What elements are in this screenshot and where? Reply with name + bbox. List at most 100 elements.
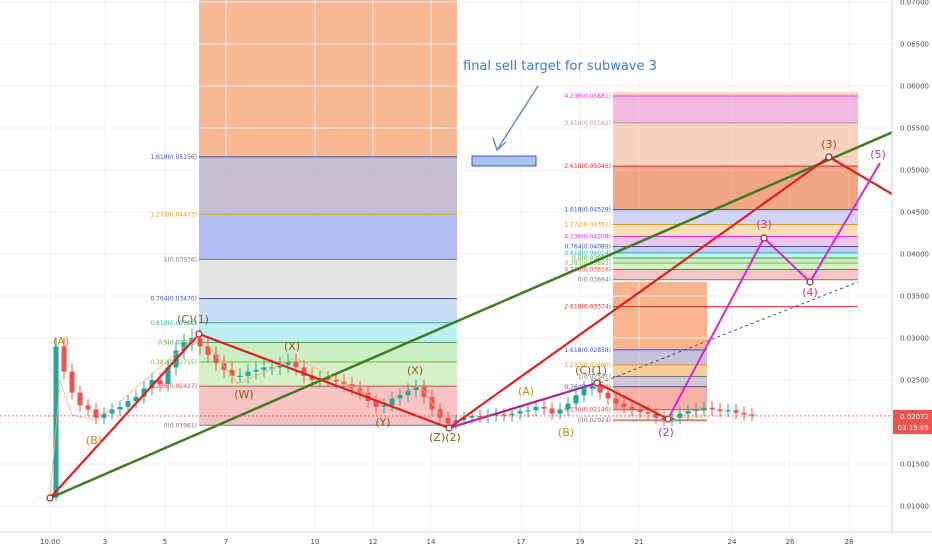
y-tick-label: 0.05500	[900, 125, 929, 133]
wave-label: (C)(1)	[575, 364, 607, 377]
x-tick-label: 14	[427, 538, 436, 546]
candle-body	[117, 406, 123, 410]
candle-body	[461, 417, 467, 421]
wave-label: (A)	[53, 335, 69, 348]
fib-level-label: 4.236(0.04208)	[564, 234, 611, 241]
candle-body	[581, 388, 587, 396]
x-tick-label: 12	[369, 538, 378, 546]
price-tag-countdown: 03:19:05	[898, 424, 929, 432]
candle-body	[389, 398, 395, 406]
fib-band	[613, 246, 858, 253]
candle-body	[277, 364, 283, 368]
projection-wave	[667, 162, 881, 420]
candle-body	[549, 408, 555, 414]
wave-label: (2)	[658, 426, 674, 439]
fib-level-label: 1.618(0.05156)	[150, 154, 197, 161]
y-tick-label: 0.02500	[900, 377, 929, 385]
wave-label: (W)	[234, 388, 253, 401]
x-tick-label: 19	[576, 538, 585, 546]
wave-pivot	[593, 379, 601, 387]
candle-body	[261, 367, 267, 370]
y-tick-label: 0.06500	[900, 41, 929, 49]
candle-body	[437, 409, 443, 418]
x-tick-label: 17	[517, 538, 526, 546]
candle-body	[717, 409, 723, 412]
x-tick-label: 3	[103, 538, 107, 546]
fib-band	[613, 236, 858, 247]
y-tick-label: 0.04500	[900, 209, 929, 217]
fib-band	[199, 322, 457, 343]
fib-band	[613, 209, 858, 225]
fib-band	[199, 156, 457, 215]
x-tick-label: 28	[845, 538, 854, 546]
candle-body	[229, 369, 235, 376]
minor-wave	[451, 382, 598, 428]
candle-body	[661, 417, 667, 421]
price-tag	[893, 409, 932, 434]
candle-body	[517, 411, 523, 414]
x-tick-label: 26	[786, 538, 795, 546]
candle-body	[69, 371, 75, 393]
candle-body	[589, 385, 595, 389]
candle-body	[93, 409, 99, 418]
wave-label: (X)	[407, 364, 423, 377]
candle-body	[157, 380, 163, 385]
candle-body	[405, 390, 411, 396]
wave-label: (X)	[284, 340, 300, 353]
fib-band	[613, 166, 858, 210]
sell-target-box	[471, 155, 537, 167]
fib-band	[613, 252, 858, 258]
candle-body	[77, 392, 83, 406]
wave-label: (5)	[870, 148, 886, 161]
fib-level-label: 0(0.02024)	[578, 417, 611, 424]
candle-body	[541, 406, 547, 409]
fib-band	[199, 342, 457, 362]
wave-label: (Z)(2)	[429, 431, 461, 444]
candle-body	[373, 401, 379, 407]
candle-body	[533, 406, 539, 411]
candle-body	[445, 417, 451, 424]
fib-level-label: 0.618(0.04014)	[564, 250, 611, 257]
wave-pivot	[664, 415, 672, 423]
y-tick-label: 0.07000	[900, 0, 929, 7]
fib-band	[199, 386, 457, 426]
fib-level-label: 1(0.02541)	[578, 374, 611, 381]
candle-body	[557, 409, 563, 414]
candle-body	[293, 361, 299, 368]
candle-body	[197, 338, 203, 347]
fib-band	[613, 269, 858, 280]
fib-band	[613, 376, 707, 387]
wave-label: (3)	[756, 218, 772, 231]
candle-body	[333, 380, 339, 382]
fib-level-label: 0.236(0.02427)	[150, 383, 197, 390]
fib-level-label: 1.618(0.04529)	[564, 207, 611, 214]
candle-body	[205, 346, 211, 355]
candle-body	[53, 346, 59, 498]
candle-body	[637, 409, 643, 412]
y-tick-label: 0.01000	[900, 503, 929, 511]
wave-pivot	[46, 494, 54, 502]
candle-body	[749, 414, 755, 416]
candle-body	[165, 367, 171, 385]
y-tick-label: 0.03500	[900, 293, 929, 301]
candle-body	[621, 403, 627, 407]
candle-body	[381, 405, 387, 407]
candle-body	[421, 386, 427, 397]
candle-body	[213, 354, 219, 364]
candle-body	[645, 411, 651, 414]
candle-body	[709, 407, 715, 410]
candle-body	[573, 395, 579, 404]
wave-label: (4)	[802, 286, 818, 299]
fib-level-label: 2.618(0.03374)	[564, 304, 611, 311]
candle-body	[565, 403, 571, 410]
candle-body	[245, 371, 251, 376]
candle-body	[477, 416, 483, 418]
annotation-arrow	[496, 85, 539, 151]
y-tick-label: 0.01500	[900, 461, 929, 469]
fib-level-label: 1(0.03936)	[164, 256, 197, 263]
fib-band	[199, 259, 457, 299]
abc-path	[49, 333, 200, 499]
candle-body	[741, 412, 747, 415]
